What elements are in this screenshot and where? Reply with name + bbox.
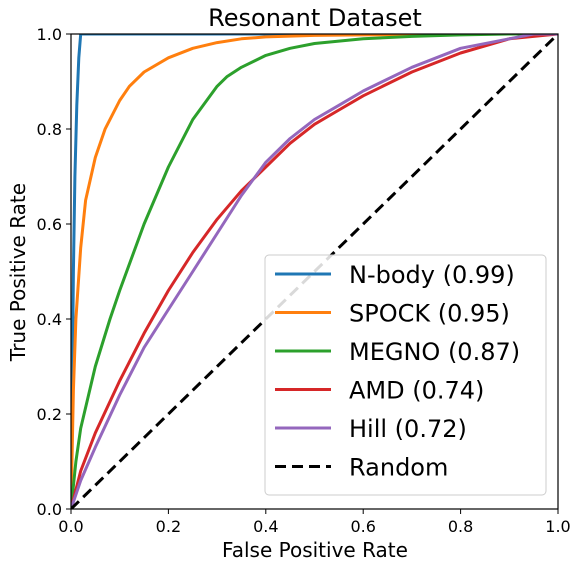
x-tick-label: 1.0 [545,517,570,536]
legend-box [264,254,547,496]
legend: N-body (0.99) SPOCK (0.95) MEGNO (0.87) AMD… [264,254,547,496]
x-tick-label: 0.0 [58,517,83,536]
y-tick-label: 0.6 [37,215,62,234]
y-tick-label: 0.0 [37,500,62,519]
y-tick-label: 0.2 [37,405,62,424]
legend-label: MEGNO (0.87) [349,338,520,366]
series-line-4 [71,34,558,509]
legend-label: Hill (0.72) [349,415,467,443]
x-axis-label: False Positive Rate [222,538,408,562]
x-tick-label: 0.4 [253,517,278,536]
y-tick-label: 1.0 [37,25,62,44]
x-axis-ticks: 0.0 0.2 0.4 0.6 0.8 1.0 [58,509,571,536]
legend-label: AMD (0.74) [349,377,484,405]
legend-label: SPOCK (0.95) [349,300,510,328]
plot-frame [70,33,559,510]
legend-label: N-body (0.99) [349,261,515,289]
series-line-2 [71,34,558,509]
x-tick-label: 0.2 [156,517,181,536]
x-tick-label: 0.6 [350,517,375,536]
series-line-1 [71,34,558,509]
chart-title: Resonant Dataset [208,4,422,32]
y-axis-ticks: 0.0 0.2 0.4 0.6 0.8 1.0 [37,25,71,519]
y-tick-label: 0.4 [37,310,62,329]
y-axis-label: True Positive Rate [6,183,30,362]
x-tick-label: 0.8 [448,517,473,536]
y-tick-label: 0.8 [37,120,62,139]
legend-label: Random [349,454,448,482]
